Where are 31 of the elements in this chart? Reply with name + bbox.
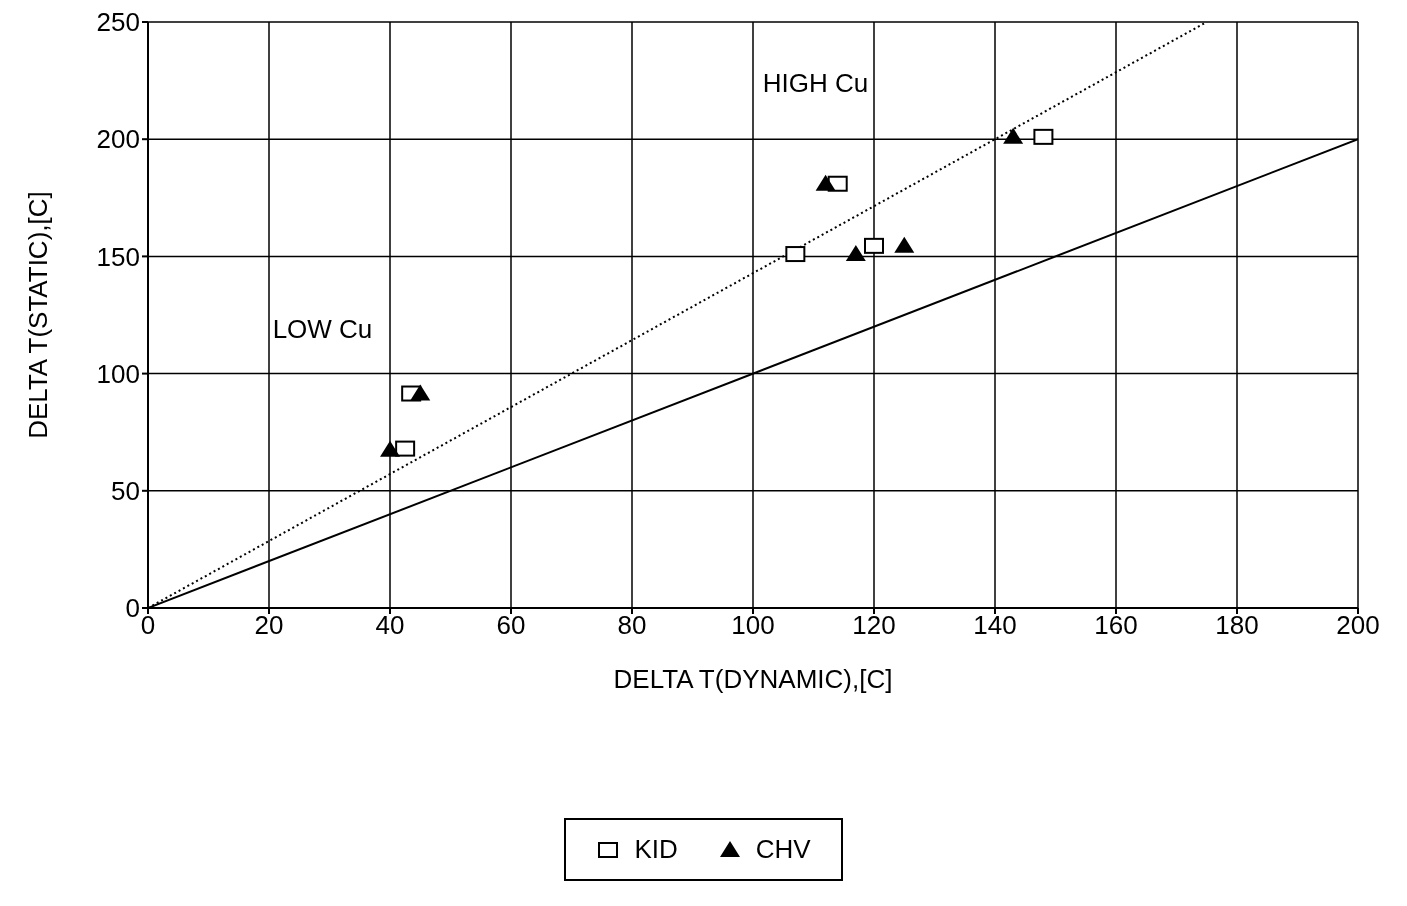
- x-tick-label: 180: [1215, 610, 1259, 641]
- x-axis-title: DELTA T(DYNAMIC),[C]: [613, 664, 893, 694]
- point: [1033, 128, 1054, 145]
- annotation: HIGH Cu: [762, 67, 869, 98]
- point: [395, 440, 416, 457]
- x-tick-label: 80: [617, 610, 647, 641]
- point: [380, 440, 400, 457]
- x-tick-label: 20: [254, 610, 284, 641]
- y-tick-label: 250: [96, 7, 140, 38]
- point: [785, 246, 806, 263]
- y-tick-label: 100: [96, 358, 140, 389]
- annotation: LOW Cu: [272, 314, 373, 344]
- point: [864, 237, 884, 254]
- y-axis-title: DELTA T(STATIC),[C]: [23, 191, 54, 439]
- point: [894, 236, 915, 253]
- legend-label: KID: [634, 834, 678, 865]
- x-tick-label: 160: [1094, 610, 1138, 641]
- y-tick-label: 200: [96, 124, 140, 155]
- x-tick-label: 200: [1336, 610, 1380, 641]
- point: [845, 245, 866, 262]
- x-tick-label: 40: [375, 610, 405, 641]
- legend-label: CHV: [755, 834, 811, 865]
- x-tick-label: 60: [496, 610, 526, 641]
- point: [815, 174, 836, 191]
- y-tick-label: 50: [111, 476, 140, 507]
- x-tick-label: 120: [852, 610, 896, 641]
- point: [410, 384, 431, 401]
- y-tick-label: 150: [96, 241, 140, 272]
- x-tick-label: 100: [731, 610, 775, 641]
- x-tick-label: 140: [973, 610, 1017, 641]
- point: [1003, 127, 1024, 144]
